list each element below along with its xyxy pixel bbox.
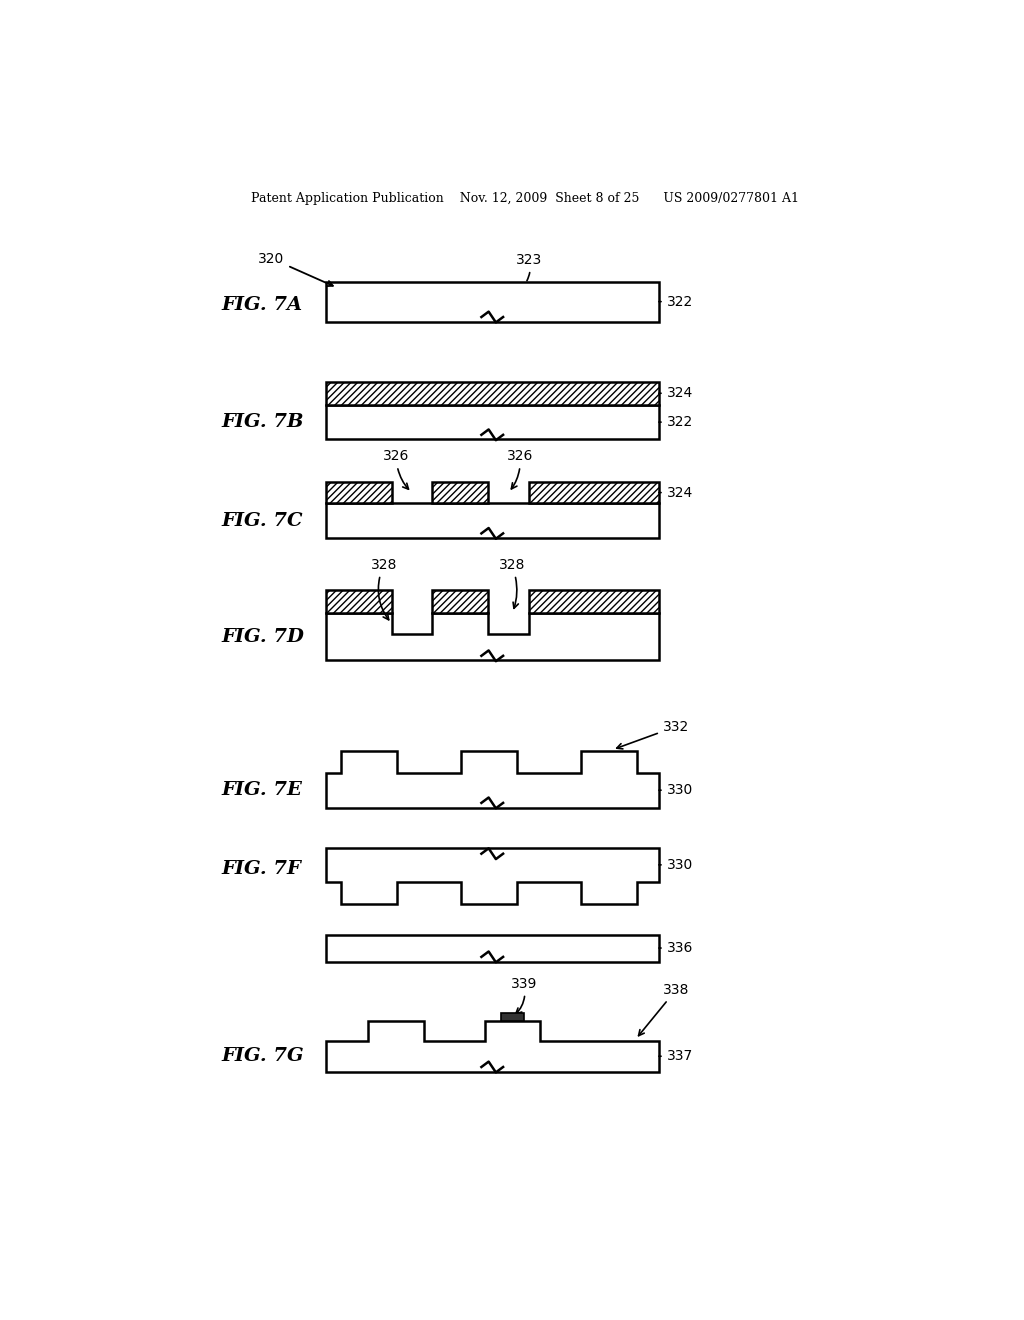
- Text: 337: 337: [658, 1049, 693, 1063]
- Text: 330: 330: [658, 858, 693, 873]
- Text: 328: 328: [371, 558, 397, 620]
- Text: FIG. 7D: FIG. 7D: [221, 627, 304, 645]
- Bar: [326, 482, 391, 503]
- Text: 320: 320: [258, 252, 333, 286]
- Text: 330: 330: [658, 783, 693, 797]
- Polygon shape: [326, 847, 658, 904]
- Bar: [326, 281, 658, 322]
- Bar: [528, 482, 658, 503]
- Bar: [326, 381, 658, 405]
- Text: FIG. 7G: FIG. 7G: [221, 1047, 304, 1065]
- Bar: [501, 1014, 524, 1020]
- Text: 323: 323: [516, 253, 543, 281]
- Bar: [528, 590, 658, 612]
- Text: FIG. 7E: FIG. 7E: [221, 781, 302, 799]
- Text: 336: 336: [658, 941, 693, 956]
- Text: 322: 322: [658, 414, 693, 429]
- Bar: [432, 482, 488, 503]
- Bar: [326, 590, 391, 612]
- Text: 326: 326: [507, 449, 534, 488]
- Text: 338: 338: [639, 983, 689, 1036]
- Text: 324: 324: [658, 486, 693, 499]
- Polygon shape: [326, 612, 658, 660]
- Bar: [432, 590, 488, 612]
- Bar: [326, 503, 658, 539]
- Text: 328: 328: [499, 558, 525, 609]
- Text: FIG. 7A: FIG. 7A: [221, 296, 302, 314]
- Bar: [326, 405, 658, 440]
- Text: 339: 339: [511, 977, 538, 1014]
- Text: FIG. 7F: FIG. 7F: [221, 859, 301, 878]
- Text: 324: 324: [658, 387, 693, 400]
- Polygon shape: [326, 751, 658, 808]
- Text: Patent Application Publication    Nov. 12, 2009  Sheet 8 of 25      US 2009/0277: Patent Application Publication Nov. 12, …: [251, 191, 799, 205]
- Text: 332: 332: [616, 719, 689, 748]
- Text: FIG. 7C: FIG. 7C: [221, 512, 302, 529]
- Text: 322: 322: [658, 294, 693, 309]
- Text: 326: 326: [383, 449, 410, 490]
- Polygon shape: [326, 1020, 658, 1072]
- Bar: [326, 935, 658, 961]
- Text: FIG. 7B: FIG. 7B: [221, 413, 303, 432]
